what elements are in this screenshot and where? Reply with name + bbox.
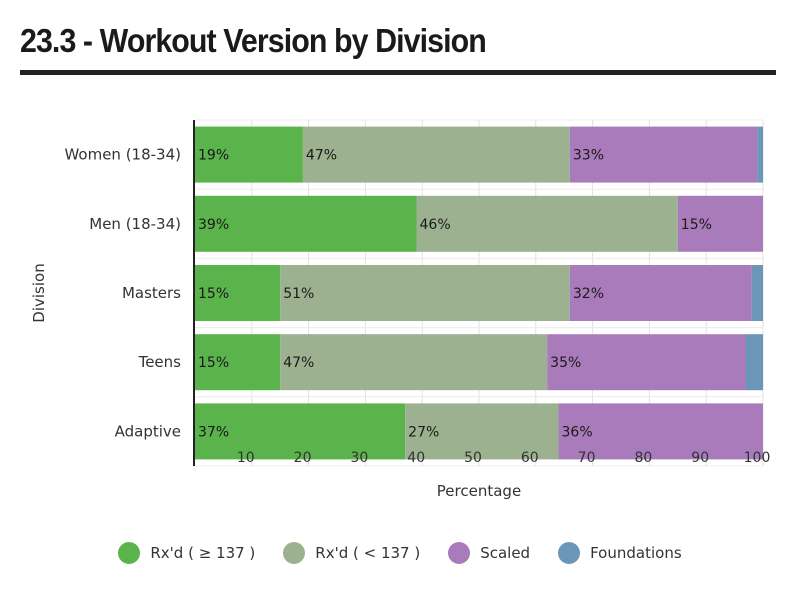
x-axis-label: Percentage [437,482,521,500]
legend-item: Scaled [448,542,530,564]
data-label: 15% [198,355,229,371]
bar-segment [405,403,559,460]
bar-segment [280,334,548,391]
legend-label: Rx'd ( ≥ 137 ) [150,544,256,562]
x-tick-label: 60 [521,450,539,466]
data-label: 33% [573,148,604,164]
bar-segment [195,265,281,321]
category-label: Masters [122,284,181,302]
x-tick-label: 20 [294,450,312,466]
bar-segment [547,334,746,391]
data-label: 46% [420,217,451,233]
x-tick-label: 10 [237,450,255,466]
legend-item: Foundations [558,542,682,564]
bar-segment [195,334,281,391]
data-label: 15% [198,286,229,302]
data-label: 32% [573,286,604,302]
category-label: Women (18-34) [64,146,181,164]
bar-segment [195,195,417,252]
bar-segment [195,126,303,183]
data-label: 47% [306,148,337,164]
legend-item: Rx'd ( ≥ 137 ) [118,542,255,564]
category-labels: Women (18-34) Men (18-34) Masters Teens Adap… [64,146,181,441]
legend-label: Foundations [590,544,682,562]
legend-swatch [118,542,141,564]
x-tick-labels: 10 20 30 40 50 60 70 80 90 100 [237,450,770,466]
bars [195,126,763,460]
title-divider [20,70,776,75]
data-label: 47% [283,355,314,371]
category-label: Adaptive [115,422,181,440]
data-label: 35% [550,355,581,371]
bar-segment [558,403,763,460]
legend-label: Scaled [480,544,531,562]
bar-segment [569,265,752,321]
x-tick-label: 50 [464,450,482,466]
data-label: 19% [198,148,229,164]
data-label: 37% [198,424,229,440]
x-tick-label: 70 [578,450,596,466]
chart-title: 23.3 - Workout Version by Division [20,22,487,59]
y-axis-label: Division [30,263,48,322]
data-label: 36% [562,424,593,440]
legend-swatch [283,542,306,564]
bar-segment [569,126,758,183]
legend: Rx'd ( ≥ 137 ) Rx'd ( < 137 ) Scaled Founda… [0,542,800,564]
x-tick-label: 80 [634,450,652,466]
legend-label: Rx'd ( < 137 ) [315,544,421,562]
bar-segment [677,195,763,252]
bar-segment [195,403,406,460]
bar-segment [757,126,763,183]
x-tick-label: 100 [744,450,771,466]
bar-segment [751,265,763,321]
data-label: 15% [681,217,712,233]
bar-segment [416,195,678,252]
legend-swatch [448,542,471,564]
bar-segment [280,265,570,321]
legend-item: Rx'd ( < 137 ) [283,542,420,564]
bar-segment [302,126,570,183]
bar-segment [745,334,763,391]
data-label: 27% [408,424,439,440]
legend-swatch [558,542,581,564]
stacked-bar-chart: 19% 47% 33% 39% 46% 15% 15% 51% 32% 15% 47% 35% 37% 2… [30,119,770,500]
x-tick-label: 30 [350,450,368,466]
x-tick-label: 90 [691,450,709,466]
x-tick-label: 40 [407,450,425,466]
data-label: 39% [198,217,229,233]
data-label: 51% [283,286,314,302]
data-labels: 19% 47% 33% 39% 46% 15% 15% 51% 32% 15% 47% 35% 37% 2… [198,148,712,441]
category-label: Men (18-34) [89,215,181,233]
category-label: Teens [138,353,182,371]
